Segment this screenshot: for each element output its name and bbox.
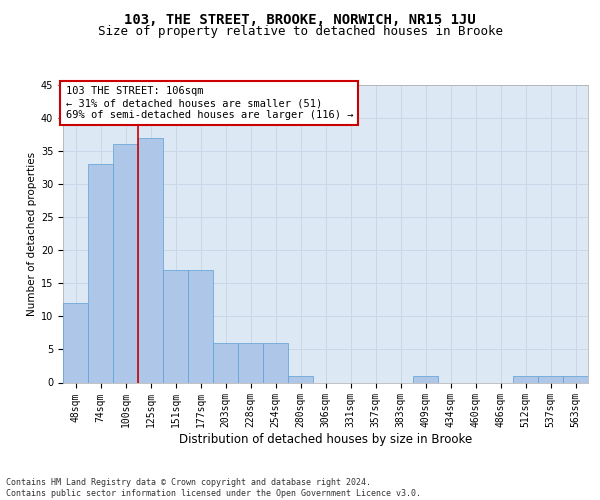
Bar	[113, 144, 138, 382]
Y-axis label: Number of detached properties: Number of detached properties	[26, 152, 37, 316]
Bar	[238, 343, 263, 382]
Bar	[288, 376, 313, 382]
Bar	[563, 376, 588, 382]
Text: 103, THE STREET, BROOKE, NORWICH, NR15 1JU: 103, THE STREET, BROOKE, NORWICH, NR15 1…	[124, 12, 476, 26]
Bar	[263, 343, 288, 382]
Bar	[413, 376, 438, 382]
Text: Size of property relative to detached houses in Brooke: Size of property relative to detached ho…	[97, 25, 503, 38]
Text: 103 THE STREET: 106sqm
← 31% of detached houses are smaller (51)
69% of semi-det: 103 THE STREET: 106sqm ← 31% of detached…	[65, 86, 353, 120]
Bar	[138, 138, 163, 382]
Bar	[538, 376, 563, 382]
Bar	[513, 376, 538, 382]
Text: Contains HM Land Registry data © Crown copyright and database right 2024.
Contai: Contains HM Land Registry data © Crown c…	[6, 478, 421, 498]
Bar	[188, 270, 213, 382]
Bar	[213, 343, 238, 382]
X-axis label: Distribution of detached houses by size in Brooke: Distribution of detached houses by size …	[179, 433, 472, 446]
Bar	[88, 164, 113, 382]
Bar	[63, 303, 88, 382]
Bar	[163, 270, 188, 382]
